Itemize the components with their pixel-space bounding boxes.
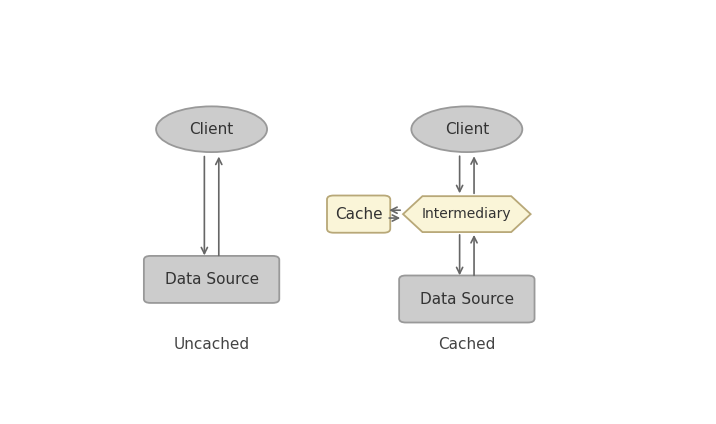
Text: Data Source: Data Source (165, 272, 258, 287)
FancyBboxPatch shape (399, 276, 535, 323)
FancyBboxPatch shape (144, 256, 279, 303)
Text: Cache: Cache (335, 206, 382, 222)
Ellipse shape (156, 106, 267, 152)
Text: Uncached: Uncached (173, 337, 250, 352)
Text: Intermediary: Intermediary (422, 207, 512, 221)
Polygon shape (403, 196, 531, 232)
Text: Client: Client (190, 122, 233, 137)
Text: Client: Client (445, 122, 489, 137)
Ellipse shape (411, 106, 523, 152)
FancyBboxPatch shape (327, 195, 390, 233)
Text: Data Source: Data Source (420, 292, 514, 307)
Text: Cached: Cached (438, 337, 495, 352)
